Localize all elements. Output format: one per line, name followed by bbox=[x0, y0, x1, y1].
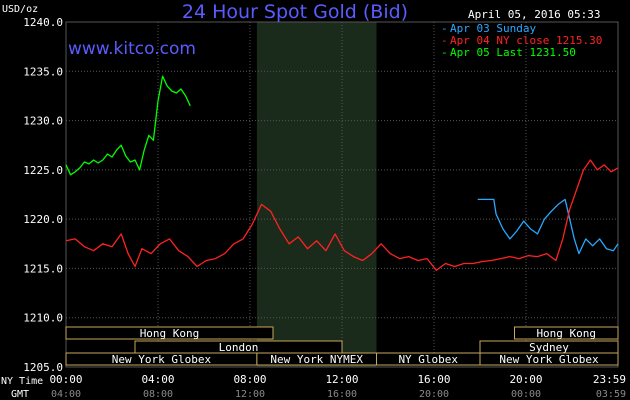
x-tick-label-gmt: 16:00 bbox=[327, 389, 357, 400]
session-label: New York Globex bbox=[112, 353, 212, 366]
legend-marker: - bbox=[441, 34, 448, 47]
x-tick-label-ny: 08:00 bbox=[233, 373, 266, 386]
series-line-apr-04-ny-close-1215-30 bbox=[65, 159, 619, 272]
session-label: London bbox=[219, 341, 259, 354]
y-tick-label: 1225.0 bbox=[23, 164, 63, 177]
ny-time-label: NY Time bbox=[1, 376, 43, 387]
legend-entry: Apr 03 Sunday bbox=[450, 22, 536, 35]
x-tick-label-ny: 12:00 bbox=[325, 373, 358, 386]
y-tick-label: 1210.0 bbox=[23, 312, 63, 325]
session-label: New York Globex bbox=[499, 353, 599, 366]
session-label: Sydney bbox=[529, 341, 569, 354]
session-box bbox=[514, 326, 619, 340]
x-tick-label-ny: 20:00 bbox=[509, 373, 542, 386]
session-hong-kong: Hong Kong bbox=[65, 326, 274, 340]
session-ny-globex: NY Globex bbox=[376, 352, 481, 366]
series-line-apr-05-last-1231-50 bbox=[65, 75, 191, 176]
session-hong-kong: Hong Kong bbox=[514, 326, 619, 340]
x-tick-label-gmt: 04:00 bbox=[51, 389, 81, 400]
y-tick-label: 1205.0 bbox=[23, 361, 63, 374]
x-tick-label-ny: 16:00 bbox=[417, 373, 450, 386]
x-axis-ticks: 00:00 04:00 04:00 08:00 08:00 12:00 12:00 16:00… bbox=[49, 373, 626, 400]
session-new-york-globex: New York Globex bbox=[65, 352, 258, 366]
brand-watermark: www.kitco.com bbox=[68, 39, 196, 59]
y-axis-ticks: 1205.0 1210.0 1215.0 1220.0 1225.0 1230.0 1235… bbox=[23, 16, 63, 374]
grid-lines bbox=[65, 21, 619, 368]
y-tick-label: 1220.0 bbox=[23, 213, 63, 226]
legend-entry: Apr 05 Last 1231.50 bbox=[450, 46, 576, 59]
x-tick-label-gmt: 03:59 bbox=[596, 389, 626, 400]
session-label: NY Globex bbox=[398, 353, 458, 366]
y-tick-label: 1215.0 bbox=[23, 262, 63, 275]
session-label: Hong Kong bbox=[536, 327, 596, 340]
x-tick-label-gmt: 12:00 bbox=[235, 389, 265, 400]
timestamp: April 05, 2016 05:33 bbox=[468, 8, 600, 21]
x-tick-label-ny: 00:00 bbox=[49, 373, 82, 386]
price-series bbox=[65, 75, 619, 272]
legend-marker: - bbox=[441, 46, 448, 59]
chart-title: 24 Hour Spot Gold (Bid) bbox=[182, 1, 408, 23]
y-tick-label: 1230.0 bbox=[23, 115, 63, 128]
gmt-label: GMT bbox=[11, 389, 29, 400]
legend-entry: Apr 04 NY close 1215.30 bbox=[450, 34, 602, 47]
session-label: New York NYMEX bbox=[270, 353, 363, 366]
x-tick-label-gmt: 00:00 bbox=[511, 389, 541, 400]
session-label: Hong Kong bbox=[140, 327, 200, 340]
session-new-york-globex: New York Globex bbox=[479, 352, 619, 366]
series-line-apr-03-sunday bbox=[477, 198, 619, 255]
nymex-highlight-band bbox=[256, 22, 377, 367]
x-tick-label-gmt: 08:00 bbox=[143, 389, 173, 400]
y-tick-label: 1235.0 bbox=[23, 65, 63, 78]
x-tick-label-ny: 23:59 bbox=[593, 373, 626, 386]
x-tick-label-gmt: 20:00 bbox=[419, 389, 449, 400]
session-box bbox=[65, 326, 274, 340]
plot-frame bbox=[65, 21, 619, 368]
session-box bbox=[479, 352, 619, 366]
legend-marker: - bbox=[441, 22, 448, 35]
x-tick-label-ny: 04:00 bbox=[141, 373, 174, 386]
y-unit-label: USD/oz bbox=[2, 4, 38, 15]
session-new-york-nymex: New York NYMEX bbox=[256, 352, 377, 366]
y-tick-label: 1240.0 bbox=[23, 16, 63, 29]
legend: - Apr 03 Sunday- Apr 04 NY close 1215.30- A… bbox=[441, 22, 602, 59]
